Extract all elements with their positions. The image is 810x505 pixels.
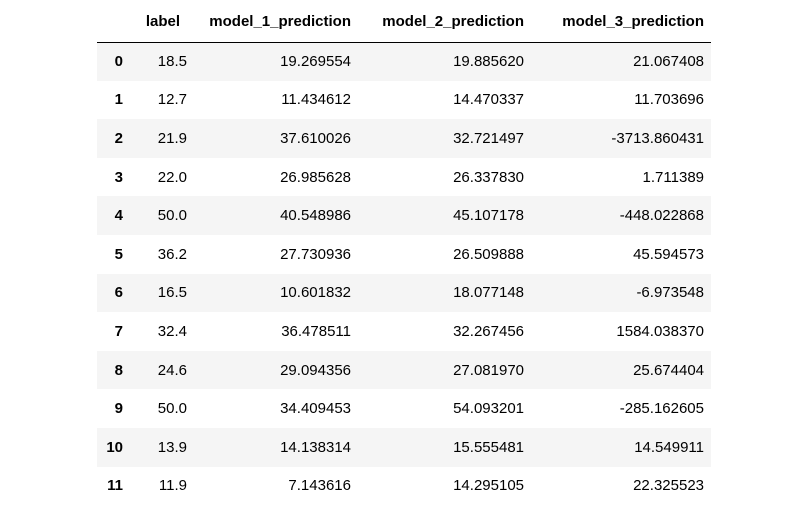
table-row: 2 21.9 37.610026 32.721497 -3713.860431	[97, 119, 711, 158]
dataframe-output: label model_1_prediction model_2_predict…	[97, 2, 711, 505]
table-row: 1 12.7 11.434612 14.470337 11.703696	[97, 80, 711, 120]
model-3-prediction-cell: -448.022868	[619, 207, 704, 225]
model-1-prediction-cell: 40.548986	[280, 207, 351, 225]
model-2-prediction-cell: 26.509888	[453, 245, 524, 263]
model-3-prediction-cell: 1584.038370	[616, 322, 704, 340]
model-3-prediction-cell: 14.549911	[634, 438, 704, 456]
model-2-prediction-cell: 15.555481	[453, 438, 524, 456]
model-3-prediction-cell: -3713.860431	[611, 129, 704, 147]
model-1-prediction-cell: 36.478511	[281, 322, 351, 340]
model-1-prediction-cell: 37.610026	[280, 129, 351, 147]
label-cell: 36.2	[157, 245, 187, 263]
model-3-prediction-cell: 21.067408	[633, 53, 704, 71]
row-index: 7	[114, 322, 123, 340]
model-1-prediction-cell: 11.434612	[281, 91, 351, 109]
index-column-header	[97, 2, 137, 43]
label-cell: 13.9	[157, 438, 187, 456]
table-row: 10 13.9 14.138314 15.555481 14.549911	[97, 427, 711, 467]
model-3-prediction-cell: 11.703696	[634, 91, 704, 109]
label-cell: 16.5	[157, 284, 187, 302]
row-index: 2	[114, 129, 123, 147]
model-1-prediction-cell: 26.985628	[280, 168, 351, 186]
model-3-prediction-cell: 1.711389	[642, 168, 704, 186]
model-2-prediction-cell: 32.267456	[453, 322, 524, 340]
model-2-prediction-cell: 27.081970	[453, 361, 524, 379]
model-3-prediction-cell: -6.973548	[636, 284, 704, 302]
label-cell: 50.0	[157, 207, 187, 225]
column-header-model-3-prediction: model_3_prediction	[531, 2, 711, 43]
row-index: 11	[107, 477, 123, 495]
dataframe-table: label model_1_prediction model_2_predict…	[97, 2, 711, 505]
column-header-label: label	[137, 2, 187, 43]
table-row: 4 50.0 40.548986 45.107178 -448.022868	[97, 196, 711, 235]
model-2-prediction-cell: 14.295105	[453, 477, 524, 495]
column-header-model-1-prediction: model_1_prediction	[187, 2, 358, 43]
table-row: 8 24.6 29.094356 27.081970 25.674404	[97, 350, 711, 390]
model-2-prediction-cell: 26.337830	[453, 168, 524, 186]
model-1-prediction-cell: 10.601832	[280, 284, 351, 302]
model-2-prediction-cell: 18.077148	[453, 284, 524, 302]
row-index: 4	[114, 207, 123, 225]
model-1-prediction-cell: 27.730936	[280, 245, 351, 263]
row-index: 3	[114, 168, 123, 186]
table-row: 6 16.5 10.601832 18.077148 -6.973548	[97, 273, 711, 313]
label-cell: 18.5	[157, 53, 187, 71]
model-2-prediction-cell: 14.470337	[453, 91, 524, 109]
table-row: 3 22.0 26.985628 26.337830 1.711389	[97, 157, 711, 197]
model-3-prediction-cell: 22.325523	[633, 477, 704, 495]
model-3-prediction-cell: -285.162605	[619, 400, 704, 418]
table-row: 9 50.0 34.409453 54.093201 -285.162605	[97, 389, 711, 428]
label-cell: 50.0	[157, 400, 187, 418]
table-body: 0 18.5 19.269554 19.885620 21.067408 1 12.7 11.…	[97, 42, 711, 505]
row-index: 8	[114, 361, 123, 379]
model-1-prediction-cell: 29.094356	[280, 361, 351, 379]
table-row: 11 11.9 7.143616 14.295105 22.325523	[97, 466, 711, 505]
model-1-prediction-cell: 34.409453	[280, 400, 351, 418]
model-1-prediction-cell: 14.138314	[280, 438, 351, 456]
label-cell: 12.7	[157, 91, 187, 109]
model-2-prediction-cell: 54.093201	[453, 400, 524, 418]
model-2-prediction-cell: 45.107178	[453, 207, 524, 225]
row-index: 10	[106, 438, 123, 456]
row-index: 6	[114, 284, 123, 302]
row-index: 1	[114, 91, 123, 109]
label-cell: 24.6	[157, 361, 187, 379]
table-row: 0 18.5 19.269554 19.885620 21.067408	[97, 42, 711, 81]
model-1-prediction-cell: 19.269554	[280, 53, 351, 71]
model-2-prediction-cell: 32.721497	[453, 129, 524, 147]
label-cell: 11.9	[158, 477, 187, 495]
row-index: 9	[114, 400, 123, 418]
column-header-model-2-prediction: model_2_prediction	[358, 2, 531, 43]
label-cell: 21.9	[157, 129, 187, 147]
model-1-prediction-cell: 7.143616	[288, 477, 351, 495]
table-row: 7 32.4 36.478511 32.267456 1584.038370	[97, 312, 711, 351]
model-2-prediction-cell: 19.885620	[453, 53, 524, 71]
header-row: label model_1_prediction model_2_predict…	[97, 2, 711, 43]
label-cell: 32.4	[157, 322, 187, 340]
row-index: 5	[114, 245, 123, 263]
model-3-prediction-cell: 25.674404	[633, 361, 704, 379]
row-index: 0	[114, 53, 123, 71]
label-cell: 22.0	[157, 168, 187, 186]
table-row: 5 36.2 27.730936 26.509888 45.594573	[97, 234, 711, 274]
model-3-prediction-cell: 45.594573	[633, 245, 704, 263]
